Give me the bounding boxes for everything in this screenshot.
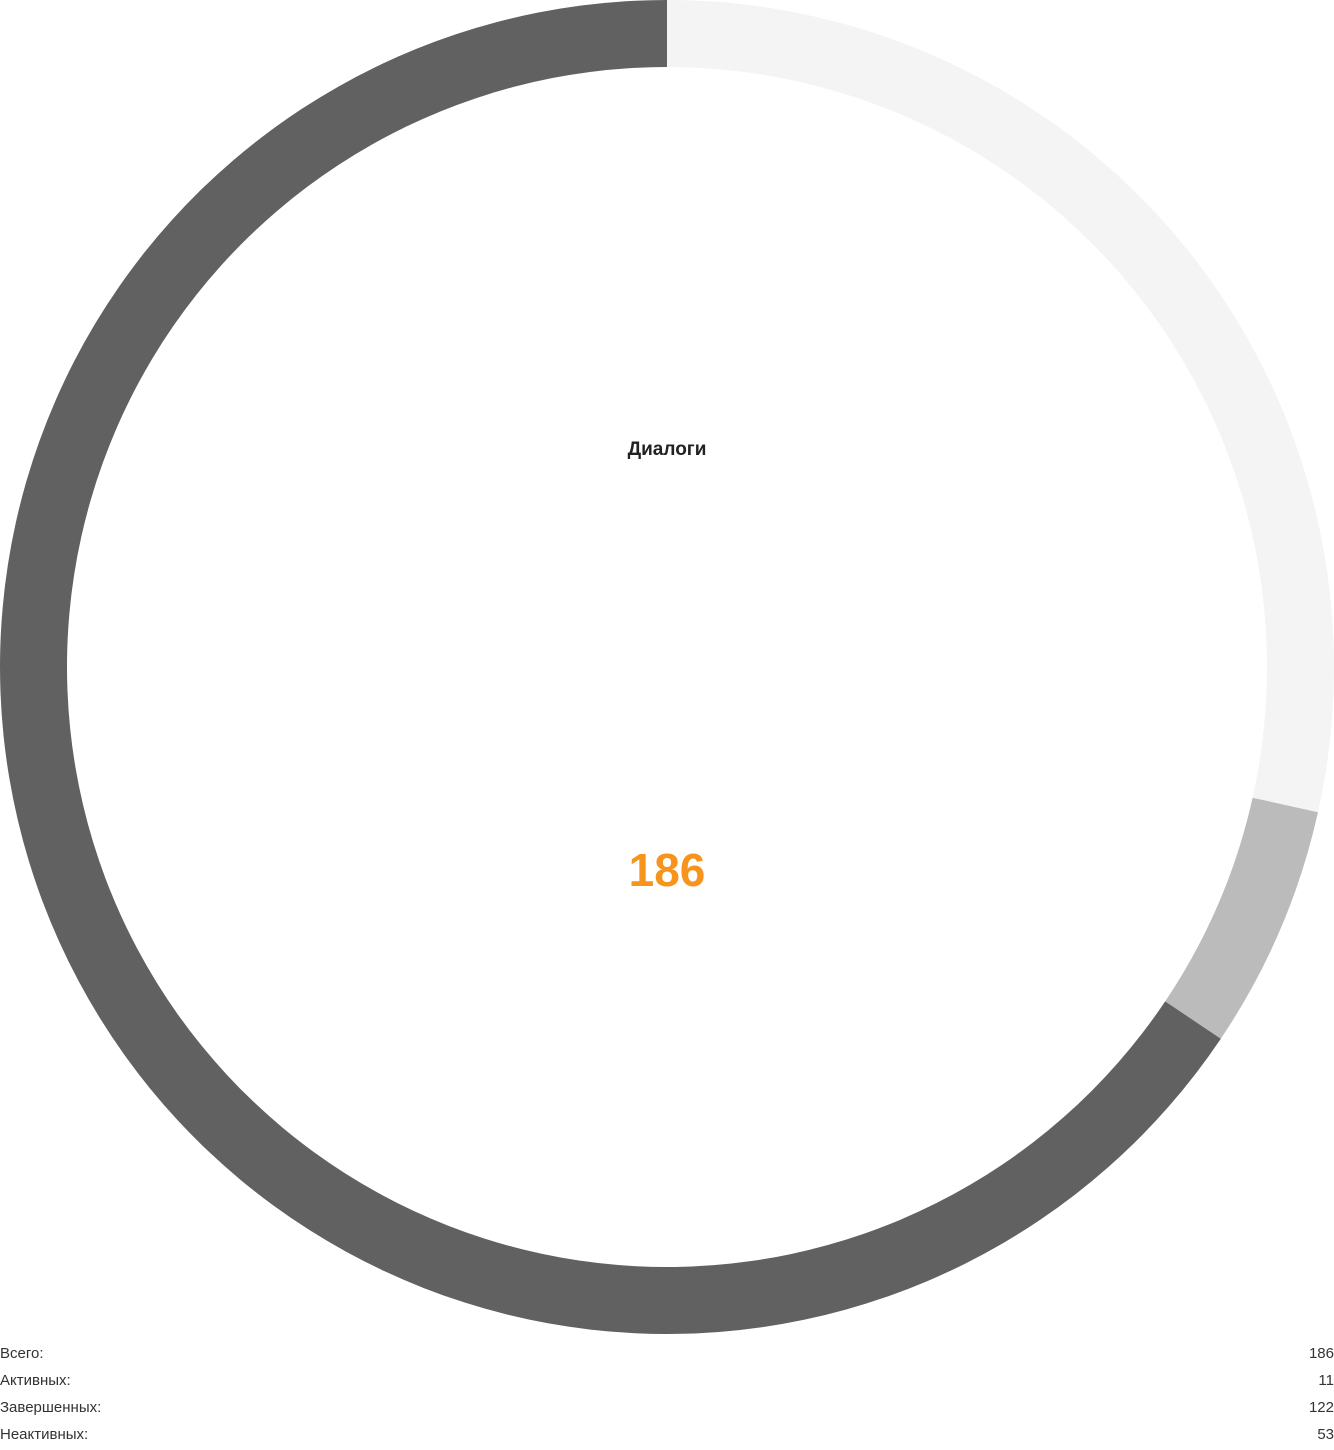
chart-title: Диалоги	[627, 439, 707, 460]
legend-row-active: Активных: 11	[0, 1367, 1334, 1394]
donut-slice-2	[0, 0, 1221, 1334]
total-value: 186	[628, 844, 706, 896]
legend: Всего: 186 Активных: 11 Завершенных: 122…	[0, 1340, 1334, 1448]
legend-row-total: Всего: 186	[0, 1340, 1334, 1367]
legend-value: 53	[1317, 1426, 1334, 1443]
donut-slice-0	[667, 0, 1334, 813]
legend-value: 122	[1308, 1399, 1334, 1416]
legend-label: Всего:	[0, 1345, 44, 1362]
legend-row-completed: Завершенных: 122	[0, 1394, 1334, 1421]
donut-slice-1	[1165, 797, 1318, 1039]
legend-value: 11	[1318, 1372, 1334, 1389]
donut-chart	[0, 0, 1334, 1334]
legend-label: Завершенных:	[0, 1399, 102, 1416]
legend-row-inactive: Неактивных: 53	[0, 1421, 1334, 1448]
legend-label: Неактивных:	[0, 1426, 89, 1443]
legend-value: 186	[1308, 1345, 1334, 1362]
legend-label: Активных:	[0, 1372, 71, 1389]
